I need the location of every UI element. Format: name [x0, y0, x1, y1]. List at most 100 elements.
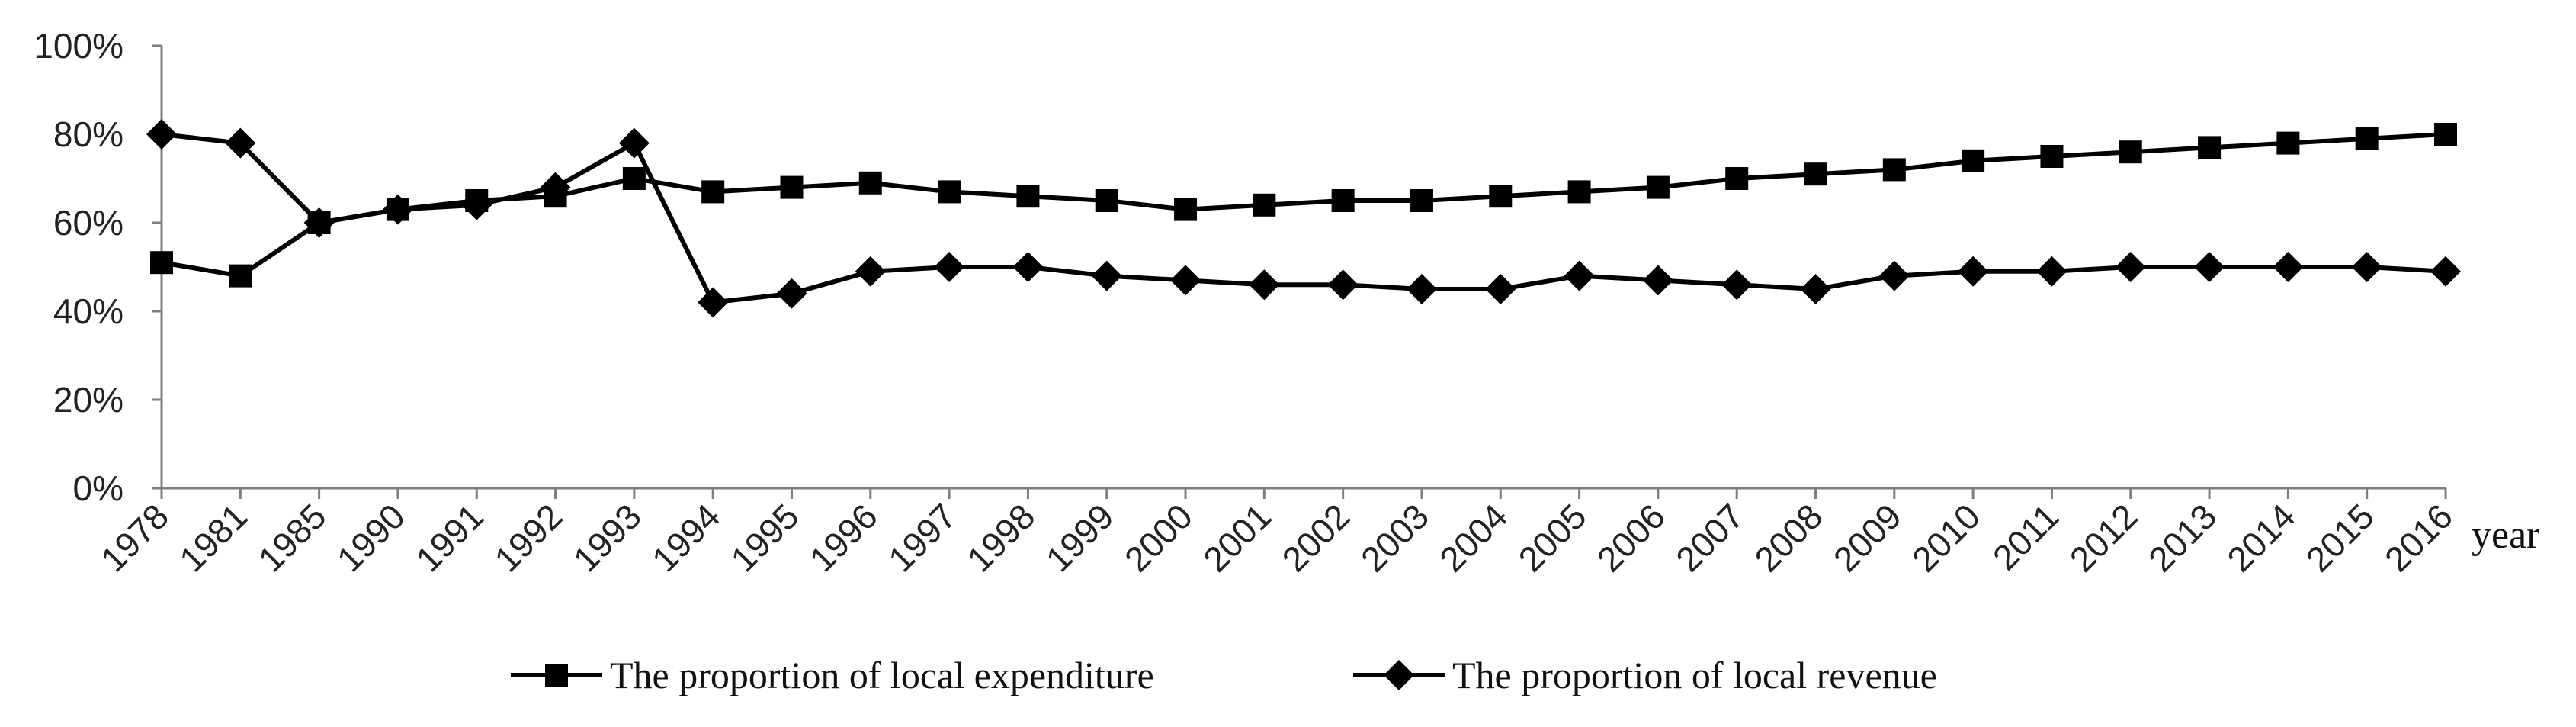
x-tick-label: 1985 [251, 496, 334, 579]
x-axis-title: year [2472, 513, 2539, 557]
expenditure-point [780, 175, 804, 199]
x-tick-label: 2015 [2299, 496, 2382, 579]
y-tick-label: 40% [53, 291, 124, 331]
revenue-point [2194, 252, 2225, 282]
revenue-point [1485, 274, 1516, 304]
x-tick-label: 1996 [802, 496, 885, 579]
expenditure-point [1095, 189, 1118, 212]
expenditure-point [2276, 131, 2300, 155]
x-tick-label: 2011 [1985, 496, 2067, 577]
revenue-point [2273, 252, 2304, 282]
revenue-point [1800, 274, 1831, 304]
revenue-point [225, 127, 256, 159]
x-tick-label: 1990 [329, 496, 412, 579]
revenue-point [2036, 256, 2068, 287]
x-tick-label: 1995 [723, 496, 806, 579]
expenditure-point [150, 251, 173, 275]
x-tick-label: 2005 [1511, 496, 1594, 579]
revenue-point [776, 278, 807, 309]
expenditure-point [2198, 136, 2222, 159]
series-local-revenue [146, 119, 2461, 318]
revenue-point [698, 287, 729, 318]
expenditure-point [229, 264, 252, 288]
revenue-point [1958, 256, 1989, 287]
series-line [161, 132, 2446, 278]
expenditure-point [1489, 185, 1513, 208]
expenditure-point [858, 171, 882, 195]
y-tick-label: 60% [53, 203, 124, 243]
x-tick-label: 2000 [1117, 496, 1200, 579]
x-tick-label: 2013 [2141, 496, 2224, 579]
legend-marker [545, 664, 568, 687]
y-tick-label: 20% [53, 380, 124, 420]
revenue-point [1721, 269, 1753, 301]
x-tick-label: 1994 [644, 496, 727, 579]
y-tick-label: 80% [53, 114, 124, 154]
expenditure-point [938, 180, 961, 204]
expenditure-point [1646, 175, 1670, 199]
expenditure-point [1331, 189, 1355, 212]
y-tick-label: 100% [34, 26, 124, 66]
x-tick-label: 2009 [1826, 496, 1909, 579]
y-tick-label: 0% [73, 468, 124, 508]
revenue-point [618, 127, 650, 159]
x-tick-label: 1993 [566, 496, 649, 579]
x-tick-label: 1981 [172, 496, 255, 579]
revenue-point [1642, 265, 1673, 296]
expenditure-point [1016, 185, 1040, 208]
expenditure-point [1567, 180, 1591, 204]
legend-item: The proportion of local revenue [1353, 654, 1937, 696]
x-tick-label: 1999 [1038, 496, 1121, 579]
revenue-point [1564, 260, 1595, 291]
x-tick-label: 1992 [486, 496, 569, 579]
legend-marker [1384, 660, 1414, 690]
x-tick-label: 2007 [1668, 496, 1751, 579]
x-tick-label: 2012 [2062, 496, 2145, 579]
series-layer [146, 119, 2461, 318]
legend-label: The proportion of local revenue [1452, 654, 1937, 696]
series-line [161, 132, 2446, 305]
x-tick-label: 2010 [1904, 496, 1987, 579]
revenue-point [1327, 269, 1359, 301]
expenditure-point [2119, 140, 2142, 164]
x-tick-label: 1991 [408, 496, 491, 579]
revenue-point [1878, 260, 1910, 291]
x-tick-label: 2003 [1353, 496, 1436, 579]
revenue-point [2430, 256, 2461, 287]
expenditure-point [2434, 123, 2457, 146]
x-tick-label: 1997 [881, 496, 964, 579]
expenditure-point [1410, 189, 1433, 212]
revenue-point [540, 172, 571, 203]
revenue-point [1249, 269, 1280, 301]
x-tick-label: 2004 [1432, 496, 1515, 579]
x-tick-label: 1998 [959, 496, 1042, 579]
x-axis-ticks: 1978198119851990199119921993199419951996… [93, 488, 2460, 579]
revenue-point [934, 252, 965, 282]
legend: The proportion of local expenditure The p… [511, 654, 1937, 696]
revenue-point [2115, 252, 2146, 282]
revenue-point [1091, 260, 1122, 291]
revenue-point [303, 207, 335, 238]
x-tick-label: 2006 [1590, 496, 1673, 579]
expenditure-point [1253, 193, 1276, 217]
x-tick-label: 2008 [1747, 496, 1830, 579]
expenditure-point [1804, 162, 1827, 186]
expenditure-point [2355, 127, 2379, 150]
series-local-expenditure [150, 123, 2457, 288]
legend-item: The proportion of local expenditure [511, 654, 1154, 696]
expenditure-point [2040, 145, 2064, 168]
legend-label: The proportion of local expenditure [610, 654, 1154, 696]
expenditure-point [1174, 198, 1198, 221]
expenditure-point [622, 167, 646, 190]
x-tick-label: 2001 [1195, 496, 1278, 579]
revenue-point [855, 256, 886, 287]
y-axis-ticks: 0% 20% 40% 60% 80% 100% [34, 26, 162, 508]
expenditure-point [1725, 167, 1749, 190]
revenue-point [2351, 252, 2382, 282]
revenue-point [1406, 274, 1437, 304]
expenditure-point [701, 180, 725, 204]
expenditure-point [1962, 149, 1985, 172]
x-tick-label: 2016 [2377, 496, 2460, 579]
revenue-point [382, 194, 413, 225]
